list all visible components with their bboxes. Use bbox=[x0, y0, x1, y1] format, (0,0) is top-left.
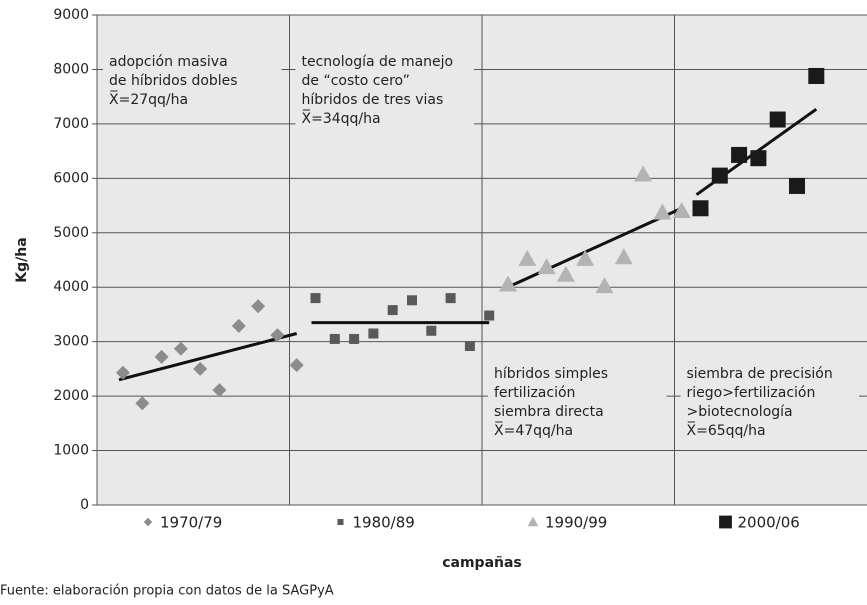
point bbox=[231, 318, 246, 333]
point bbox=[135, 396, 150, 411]
legend-label: 2000/06 bbox=[738, 514, 800, 532]
point bbox=[173, 341, 188, 356]
point bbox=[484, 310, 495, 321]
point bbox=[368, 328, 379, 339]
y-tick-label: 7000 bbox=[53, 116, 89, 132]
point bbox=[310, 293, 321, 304]
legend-marker bbox=[719, 515, 732, 529]
legend-marker bbox=[337, 519, 344, 525]
annotation: siembra de precisión bbox=[687, 366, 833, 382]
point bbox=[464, 341, 475, 352]
point bbox=[614, 248, 633, 265]
annotation: tecnología de manejo bbox=[302, 54, 454, 70]
point bbox=[672, 202, 691, 218]
trend-line bbox=[503, 206, 683, 291]
point bbox=[789, 177, 805, 194]
point bbox=[653, 203, 672, 220]
point bbox=[329, 333, 340, 344]
annotation-bg bbox=[680, 362, 859, 444]
point bbox=[212, 383, 227, 398]
point bbox=[426, 325, 437, 336]
point bbox=[808, 67, 825, 84]
annotation-bg bbox=[103, 50, 282, 113]
point bbox=[750, 150, 767, 167]
point bbox=[270, 328, 285, 343]
annotation: X̅=34qq/ha bbox=[302, 109, 381, 127]
source-note: Fuente: elaboración propia con datos de … bbox=[0, 584, 334, 599]
point bbox=[711, 167, 728, 184]
annotation-bg bbox=[488, 362, 667, 444]
annotation: adopción masiva bbox=[109, 54, 228, 70]
annotation: X̅=65qq/ha bbox=[687, 421, 766, 439]
annotation: híbridos simples bbox=[494, 366, 608, 382]
trend-line bbox=[118, 332, 298, 382]
annotation: X̅=47qq/ha bbox=[494, 421, 573, 439]
annotation: de “costo cero” bbox=[302, 73, 410, 89]
y-tick-label: 9000 bbox=[53, 7, 89, 23]
y-axis-label: Kg/ha bbox=[14, 237, 30, 282]
y-tick-label: 1000 bbox=[53, 443, 89, 459]
annotation: >biotecnología bbox=[687, 404, 793, 420]
point bbox=[537, 258, 556, 275]
y-tick-label: 3000 bbox=[53, 334, 89, 350]
annotation: X̅=27qq/ha bbox=[109, 90, 188, 108]
y-tick-label: 0 bbox=[80, 497, 89, 513]
point bbox=[251, 299, 266, 314]
legend-label: 1970/79 bbox=[160, 514, 222, 532]
annotation-bg bbox=[295, 50, 474, 132]
annotation: de híbridos dobles bbox=[109, 73, 238, 89]
point bbox=[445, 293, 456, 304]
y-tick-label: 2000 bbox=[53, 388, 89, 404]
y-tick-label: 8000 bbox=[53, 61, 89, 77]
legend-label: 1980/89 bbox=[353, 514, 415, 532]
legend-marker bbox=[143, 517, 153, 527]
y-tick-label: 4000 bbox=[53, 279, 89, 295]
point bbox=[518, 249, 537, 266]
point bbox=[154, 349, 169, 364]
point bbox=[407, 295, 417, 306]
point bbox=[289, 358, 304, 373]
y-tick-label: 6000 bbox=[53, 170, 89, 186]
point bbox=[387, 305, 398, 316]
point bbox=[634, 165, 653, 182]
annotation: siembra directa bbox=[494, 404, 604, 420]
point bbox=[193, 361, 208, 376]
point bbox=[769, 111, 786, 128]
annotation: fertilización bbox=[494, 385, 575, 401]
point bbox=[349, 333, 360, 344]
x-axis-label: campañas bbox=[442, 555, 522, 571]
point bbox=[576, 249, 595, 266]
legend-marker bbox=[527, 516, 539, 527]
point bbox=[556, 265, 575, 282]
point bbox=[692, 200, 709, 217]
annotation: híbridos de tres vias bbox=[302, 92, 444, 108]
point bbox=[499, 275, 517, 292]
point bbox=[731, 146, 748, 163]
point bbox=[116, 365, 130, 380]
legend-label: 1990/99 bbox=[545, 514, 607, 532]
annotation: riego>fertilización bbox=[687, 385, 816, 401]
point bbox=[595, 277, 614, 294]
y-tick-label: 5000 bbox=[53, 225, 89, 241]
